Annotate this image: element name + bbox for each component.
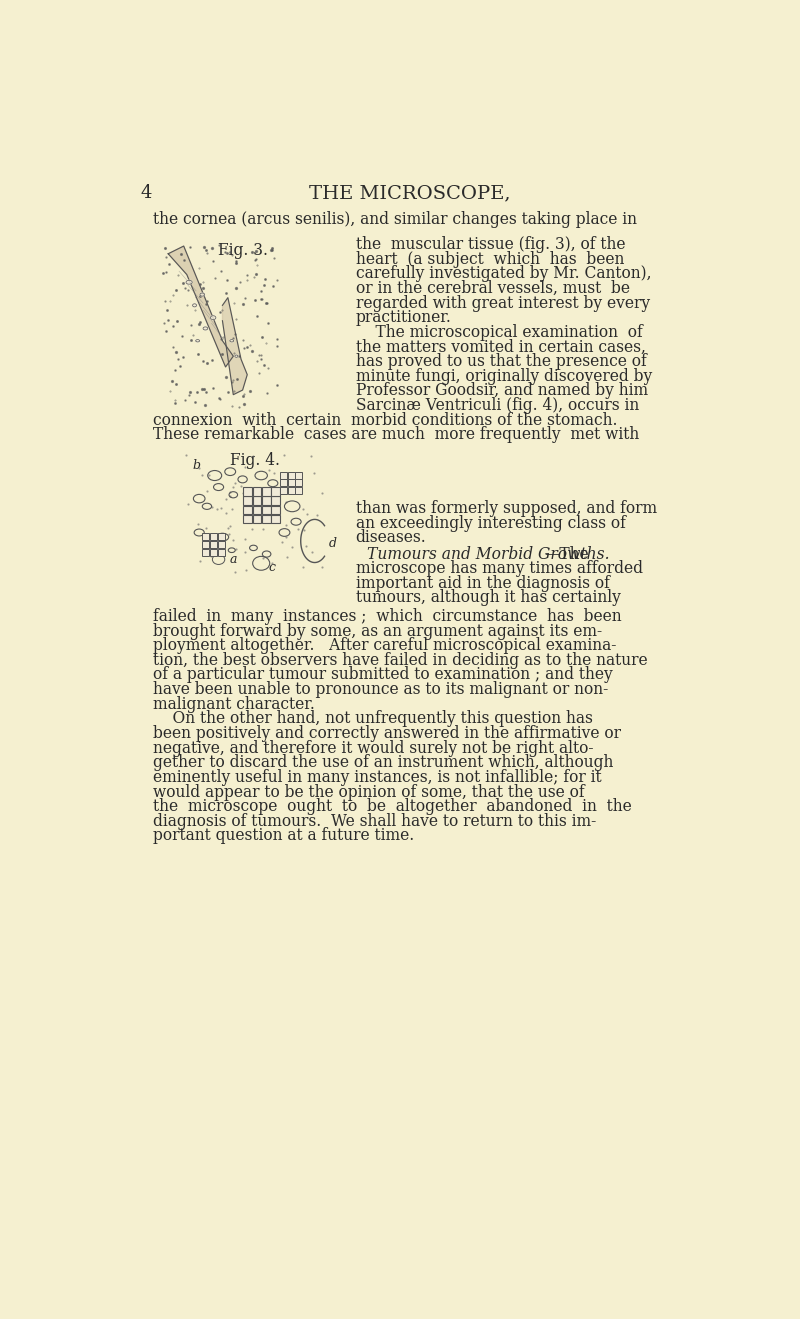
- Text: than was formerly supposed, and form: than was formerly supposed, and form: [356, 500, 657, 517]
- Text: gether to discard the use of an instrument which, although: gether to discard the use of an instrume…: [153, 754, 613, 772]
- Bar: [253, 487, 261, 496]
- Bar: [253, 505, 261, 514]
- Text: portant question at a future time.: portant question at a future time.: [153, 827, 414, 844]
- Text: of a particular tumour submitted to examination ; and they: of a particular tumour submitted to exam…: [153, 666, 613, 683]
- Ellipse shape: [186, 281, 192, 284]
- Text: have been unable to pronounce as to its malignant or non-: have been unable to pronounce as to its …: [153, 681, 608, 698]
- Text: Sarcinæ Ventriculi (fig. 4), occurs in: Sarcinæ Ventriculi (fig. 4), occurs in: [356, 397, 639, 414]
- Bar: [287, 487, 294, 495]
- Text: connexion  with  certain  morbid conditions of the stomach.: connexion with certain morbid conditions…: [153, 412, 618, 429]
- Bar: [271, 496, 280, 505]
- Bar: [202, 541, 210, 547]
- Text: c: c: [269, 562, 275, 574]
- Text: Fig. 4.: Fig. 4.: [230, 452, 280, 470]
- Text: a: a: [230, 553, 237, 566]
- Text: d: d: [329, 537, 337, 550]
- Bar: [218, 549, 225, 555]
- Bar: [271, 487, 280, 496]
- Text: The microscopical examination  of: The microscopical examination of: [356, 324, 642, 340]
- Bar: [262, 514, 270, 524]
- Text: tumours, although it has certainly: tumours, although it has certainly: [356, 590, 621, 607]
- Text: malignant character.: malignant character.: [153, 695, 314, 712]
- Bar: [262, 496, 270, 505]
- Text: practitioner.: practitioner.: [356, 309, 452, 326]
- Bar: [243, 487, 252, 496]
- Bar: [218, 533, 225, 541]
- Text: THE MICROSCOPE,: THE MICROSCOPE,: [310, 185, 510, 202]
- Text: brought forward by some, as an argument against its em-: brought forward by some, as an argument …: [153, 623, 602, 640]
- Text: ployment altogether.   After careful microscopical examina-: ployment altogether. After careful micro…: [153, 637, 616, 654]
- Text: 4: 4: [140, 185, 152, 202]
- Ellipse shape: [200, 293, 205, 295]
- Text: or in the cerebral vessels, must  be: or in the cerebral vessels, must be: [356, 280, 630, 297]
- Bar: [262, 487, 270, 496]
- Bar: [253, 496, 261, 505]
- Text: the cornea (arcus senilis), and similar changes taking place in: the cornea (arcus senilis), and similar …: [153, 211, 637, 228]
- Ellipse shape: [210, 315, 216, 319]
- Bar: [243, 496, 252, 505]
- Bar: [210, 541, 217, 547]
- Text: On the other hand, not unfrequently this question has: On the other hand, not unfrequently this…: [153, 711, 593, 727]
- Polygon shape: [222, 298, 247, 394]
- Text: diagnosis of tumours.  We shall have to return to this im-: diagnosis of tumours. We shall have to r…: [153, 813, 596, 830]
- Text: heart  (a subject  which  has  been: heart (a subject which has been: [356, 251, 624, 268]
- Text: eminently useful in many instances, is not infallible; for it: eminently useful in many instances, is n…: [153, 769, 602, 786]
- Bar: [287, 472, 294, 479]
- Text: Fig. 3.: Fig. 3.: [218, 243, 268, 260]
- Text: the  microscope  ought  to  be  altogether  abandoned  in  the: the microscope ought to be altogether ab…: [153, 798, 631, 815]
- Text: has proved to us that the presence of: has proved to us that the presence of: [356, 353, 646, 371]
- Text: an exceedingly interesting class of: an exceedingly interesting class of: [356, 514, 626, 532]
- Ellipse shape: [193, 303, 197, 307]
- Bar: [202, 549, 210, 555]
- Bar: [253, 514, 261, 524]
- Bar: [280, 479, 286, 487]
- Text: tion, the best observers have failed in deciding as to the nature: tion, the best observers have failed in …: [153, 652, 647, 669]
- Text: the matters vomited in certain cases,: the matters vomited in certain cases,: [356, 339, 646, 355]
- Bar: [218, 541, 225, 547]
- Text: important aid in the diagnosis of: important aid in the diagnosis of: [356, 575, 610, 592]
- Ellipse shape: [230, 339, 234, 342]
- Bar: [210, 533, 217, 541]
- Bar: [295, 487, 302, 495]
- Ellipse shape: [196, 339, 199, 342]
- Bar: [243, 514, 252, 524]
- Bar: [295, 479, 302, 487]
- Bar: [287, 479, 294, 487]
- Bar: [271, 514, 280, 524]
- Bar: [280, 487, 286, 495]
- Bar: [202, 533, 210, 541]
- Bar: [243, 505, 252, 514]
- Text: Professor Goodsir, and named by him: Professor Goodsir, and named by him: [356, 383, 648, 400]
- Ellipse shape: [235, 355, 238, 357]
- Bar: [271, 505, 280, 514]
- Bar: [210, 549, 217, 555]
- Text: Tumours and Morbid Growths.: Tumours and Morbid Growths.: [367, 546, 610, 563]
- Text: failed  in  many  instances ;  which  circumstance  has  been: failed in many instances ; which circums…: [153, 608, 622, 625]
- Text: would appear to be the opinion of some, that the use of: would appear to be the opinion of some, …: [153, 783, 584, 801]
- Text: regarded with great interest by every: regarded with great interest by every: [356, 294, 650, 311]
- Text: minute fungi, originally discovered by: minute fungi, originally discovered by: [356, 368, 652, 385]
- Bar: [280, 472, 286, 479]
- Text: carefully investigated by Mr. Canton),: carefully investigated by Mr. Canton),: [356, 265, 651, 282]
- Text: diseases.: diseases.: [356, 529, 426, 546]
- Polygon shape: [168, 247, 234, 367]
- Text: microscope has many times afforded: microscope has many times afforded: [356, 561, 642, 578]
- Text: These remarkable  cases are much  more frequently  met with: These remarkable cases are much more fre…: [153, 426, 639, 443]
- Bar: [262, 505, 270, 514]
- Text: negative, and therefore it would surely not be right alto-: negative, and therefore it would surely …: [153, 740, 594, 757]
- Text: the  muscular tissue (fig. 3), of the: the muscular tissue (fig. 3), of the: [356, 236, 626, 253]
- Text: b: b: [193, 459, 201, 472]
- Text: —The: —The: [544, 546, 589, 563]
- Bar: [295, 472, 302, 479]
- Ellipse shape: [203, 327, 208, 330]
- Text: been positively and correctly answered in the affirmative or: been positively and correctly answered i…: [153, 725, 621, 743]
